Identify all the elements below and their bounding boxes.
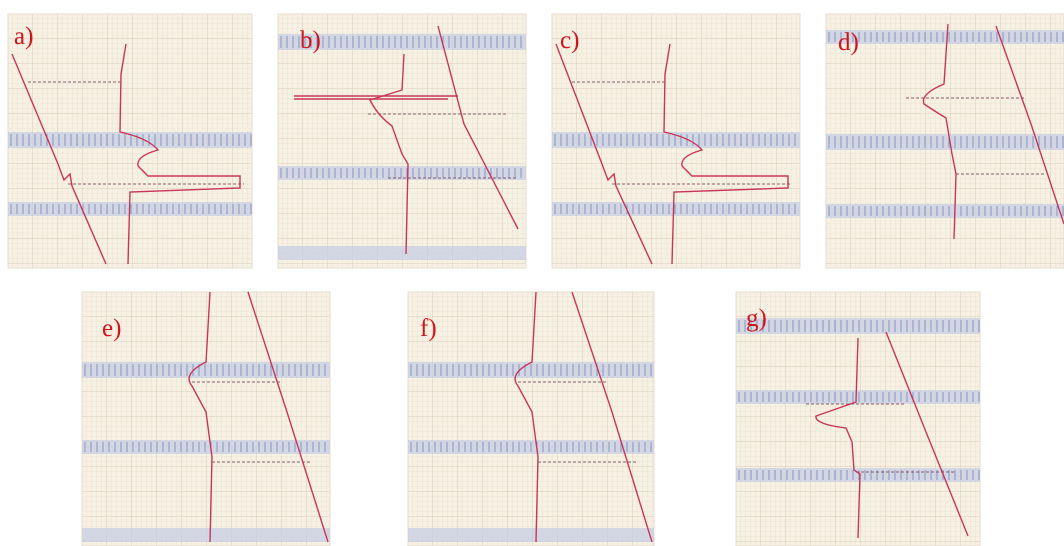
trace	[571, 291, 653, 543]
trace	[815, 337, 861, 539]
trace	[885, 331, 969, 537]
panel-label: f)	[420, 315, 437, 342]
scale-ticks	[736, 392, 980, 402]
panel-e: e)	[81, 291, 331, 546]
scale-ticks	[552, 134, 800, 146]
panel-f: f)	[407, 291, 655, 546]
scale-ticks	[736, 470, 980, 480]
scale-band	[278, 246, 526, 260]
trace	[119, 43, 241, 265]
trace	[663, 43, 789, 265]
scale-ticks	[8, 134, 252, 146]
panel-d: d)	[825, 13, 1064, 269]
chart-paper	[407, 291, 655, 546]
guide-line	[806, 403, 956, 473]
guide-line	[518, 381, 638, 463]
scale-band	[408, 528, 654, 542]
trace	[188, 291, 213, 543]
scale-ticks	[82, 442, 330, 452]
trace	[922, 23, 957, 240]
trace	[437, 25, 519, 230]
panel-label: c)	[560, 27, 579, 54]
panel-label: b)	[300, 27, 321, 54]
scale-ticks	[408, 442, 654, 452]
scale-ticks	[278, 36, 526, 48]
guide-line	[368, 113, 518, 179]
guide-line	[906, 97, 1046, 175]
scale-ticks	[552, 204, 800, 214]
chart-paper	[277, 13, 527, 269]
scale-ticks	[826, 206, 1064, 216]
panel-b: b)	[277, 13, 527, 269]
trace	[11, 53, 107, 265]
trace	[555, 43, 653, 265]
trace	[247, 291, 329, 543]
panel-c: c)	[551, 13, 801, 269]
panel-label: e)	[102, 315, 121, 342]
guide-line	[28, 81, 244, 185]
scale-ticks	[826, 32, 1064, 42]
trace	[369, 53, 409, 255]
panel-g: g)	[735, 291, 981, 546]
scale-ticks	[826, 136, 1064, 148]
panel-label: a)	[14, 23, 33, 50]
guide-line	[572, 81, 792, 185]
scale-ticks	[736, 320, 980, 332]
panel-label: g)	[746, 305, 767, 332]
scale-band	[82, 528, 330, 542]
trace	[514, 291, 539, 543]
scale-ticks	[408, 364, 654, 376]
trace	[995, 25, 1064, 225]
scale-ticks	[278, 168, 526, 178]
scale-ticks	[82, 364, 330, 376]
panel-a: a)	[7, 13, 253, 269]
guide-line	[192, 381, 312, 463]
chart-paper	[735, 291, 981, 546]
panel-label: d)	[838, 29, 859, 56]
